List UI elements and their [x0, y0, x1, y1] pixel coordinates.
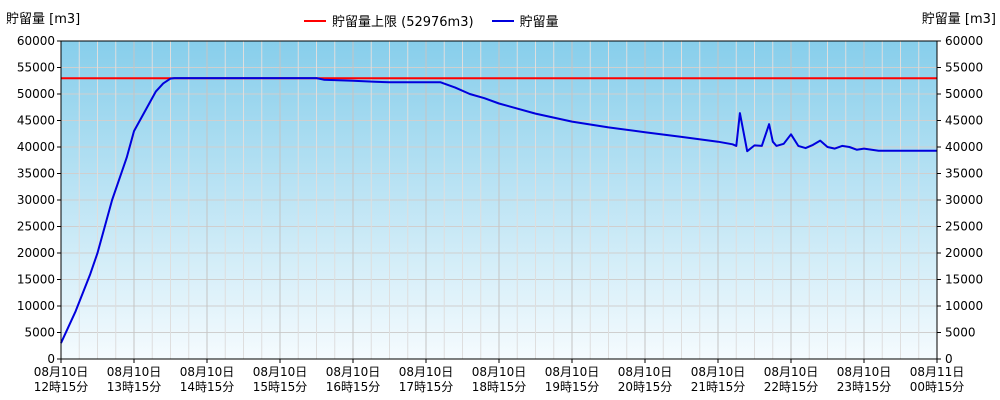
x-tick-label-date-6: 08月10日 — [472, 365, 527, 379]
x-tick-label-date-11: 08月10日 — [837, 365, 892, 379]
x-tick-label-time-7: 19時15分 — [545, 380, 600, 394]
x-tick-label-time-3: 15時15分 — [253, 380, 308, 394]
series-line-1 — [60, 77, 937, 344]
y-tick-label-left-1: 5000 — [24, 326, 55, 340]
x-tick-label-time-5: 17時15分 — [399, 380, 454, 394]
x-tick-label-time-8: 20時15分 — [618, 380, 673, 394]
y-tick-label-right-10: 50000 — [945, 87, 983, 101]
y-tick-label-left-5: 25000 — [17, 220, 55, 234]
y-tick-label-left-2: 10000 — [17, 299, 55, 313]
y-tick-label-left-12: 60000 — [17, 34, 55, 48]
y-tick-label-left-7: 35000 — [17, 167, 55, 181]
x-tick-label-time-1: 13時15分 — [107, 380, 162, 394]
x-tick-label-date-7: 08月10日 — [545, 365, 600, 379]
series-group — [60, 77, 937, 344]
x-tick-label-time-4: 16時15分 — [326, 380, 381, 394]
y-tick-label-left-10: 50000 — [17, 87, 55, 101]
y-axis-label-right: 貯留量 [m3] — [921, 12, 996, 27]
x-tick-label-date-12: 08月11日 — [910, 365, 965, 379]
x-tick-label-time-2: 14時15分 — [180, 380, 235, 394]
x-tick-label-date-2: 08月10日 — [180, 365, 235, 379]
x-tick-label-time-0: 12時15分 — [34, 380, 89, 394]
y-tick-label-right-1: 5000 — [945, 326, 976, 340]
x-tick-label-time-11: 23時15分 — [837, 380, 892, 394]
x-tick-label-time-6: 18時15分 — [472, 380, 527, 394]
y-tick-label-right-6: 30000 — [945, 193, 983, 207]
axis-ticks: 0 0 5000 5000 10000 10000 15000 15000 20000 20000… — [17, 34, 983, 394]
y-tick-label-left-4: 20000 — [17, 246, 55, 260]
legend-label-storage: 貯留量 — [519, 15, 559, 30]
y-tick-label-left-0: 0 — [47, 352, 55, 366]
x-tick-label-date-10: 08月10日 — [764, 365, 819, 379]
x-tick-label-date-0: 08月10日 — [34, 365, 89, 379]
x-tick-label-date-3: 08月10日 — [253, 365, 308, 379]
x-tick-label-date-5: 08月10日 — [399, 365, 454, 379]
y-tick-label-right-0: 0 — [945, 352, 953, 366]
legend-swatch-storage — [491, 19, 514, 22]
y-tick-label-left-9: 45000 — [17, 114, 55, 128]
x-tick-label-date-4: 08月10日 — [326, 365, 381, 379]
chart-legend: 貯留量上限 (52976m3) 貯留量 — [304, 11, 577, 30]
y-tick-label-right-7: 35000 — [945, 167, 983, 181]
legend-swatch-limit — [304, 19, 326, 22]
legend-item-storage: 貯留量 — [491, 11, 559, 30]
x-tick-label-date-9: 08月10日 — [691, 365, 746, 379]
x-tick-label-time-12: 00時15分 — [910, 380, 965, 394]
x-tick-label-time-10: 22時15分 — [764, 380, 819, 394]
y-tick-label-right-11: 55000 — [945, 61, 983, 75]
y-tick-label-left-3: 15000 — [17, 273, 55, 287]
x-tick-label-time-9: 21時15分 — [691, 380, 746, 394]
legend-item-limit: 貯留量上限 (52976m3) — [304, 11, 474, 30]
y-tick-label-right-9: 45000 — [945, 114, 983, 128]
y-tick-label-left-11: 55000 — [17, 61, 55, 75]
y-axis-label-left: 貯留量 [m3] — [6, 12, 81, 27]
y-tick-label-right-8: 40000 — [945, 140, 983, 154]
y-tick-label-right-3: 15000 — [945, 273, 983, 287]
y-tick-label-right-4: 20000 — [945, 246, 983, 260]
y-tick-label-right-5: 25000 — [945, 220, 983, 234]
y-tick-label-right-2: 10000 — [945, 299, 983, 313]
legend-label-limit: 貯留量上限 (52976m3) — [332, 15, 474, 30]
x-tick-label-date-8: 08月10日 — [618, 365, 673, 379]
y-tick-label-left-8: 40000 — [17, 140, 55, 154]
y-tick-label-left-6: 30000 — [17, 193, 55, 207]
y-tick-label-right-12: 60000 — [945, 34, 983, 48]
x-tick-label-date-1: 08月10日 — [107, 365, 162, 379]
